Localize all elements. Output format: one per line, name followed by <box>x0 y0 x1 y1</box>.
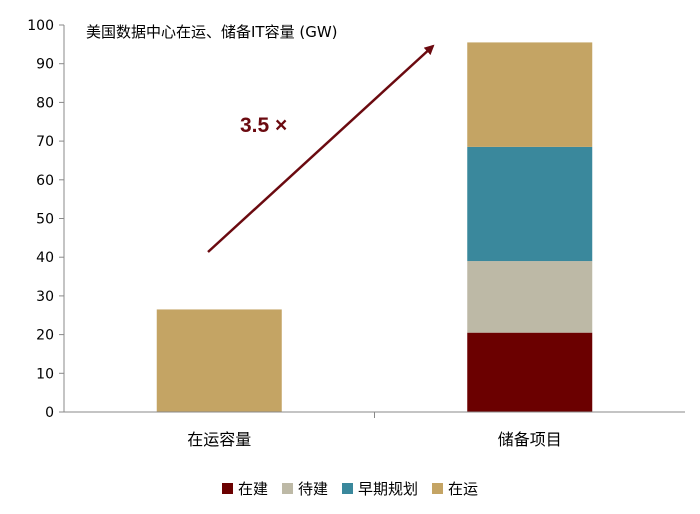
bars <box>156 42 593 412</box>
legend: 在建 待建 早期规划 在运 <box>0 478 700 499</box>
y-tick-label: 40 <box>36 250 54 266</box>
y-tick-label: 20 <box>36 328 54 344</box>
bar-segment <box>467 332 593 412</box>
legend-label: 早期规划 <box>358 480 419 498</box>
legend-label: 在建 <box>237 480 268 498</box>
growth-annotation: 3.5 × <box>207 44 435 253</box>
y-tick-label: 90 <box>36 57 54 73</box>
legend-label: 待建 <box>297 480 328 498</box>
x-category-label: 在运容量 <box>187 430 251 449</box>
legend-swatch <box>432 483 444 494</box>
y-tick-label: 100 <box>27 18 54 34</box>
legend-swatch <box>221 483 233 494</box>
legend-swatch <box>281 483 293 494</box>
y-tick-label: 70 <box>36 134 54 150</box>
growth-multiplier-label: 3.5 × <box>240 114 287 137</box>
bar-segment <box>467 261 593 333</box>
bar-segment <box>156 309 282 412</box>
legend-item: 早期规划 <box>342 478 418 499</box>
y-tick-label: 0 <box>45 405 54 421</box>
legend-item: 待建 <box>281 478 328 499</box>
legend-item: 在运 <box>432 478 478 499</box>
legend-swatch <box>342 483 353 494</box>
y-tick-label: 30 <box>36 289 54 305</box>
y-tick-label: 80 <box>36 95 54 111</box>
x-axis: 在运容量 储备项目 <box>64 411 685 449</box>
growth-arrow <box>207 44 435 253</box>
y-tick-label: 50 <box>36 212 54 228</box>
legend-label: 在运 <box>448 480 479 498</box>
chart-title: 美国数据中心在运、储备IT容量 (GW) <box>86 23 338 41</box>
bar-segment <box>467 42 593 147</box>
bar-segment <box>467 146 593 262</box>
x-category-label: 储备项目 <box>498 430 562 449</box>
y-tick-label: 60 <box>36 173 54 189</box>
legend-item: 在建 <box>221 478 268 499</box>
y-axis: 0 10 20 30 40 50 60 70 80 90 100 <box>27 18 65 421</box>
y-tick-label: 10 <box>36 366 54 382</box>
